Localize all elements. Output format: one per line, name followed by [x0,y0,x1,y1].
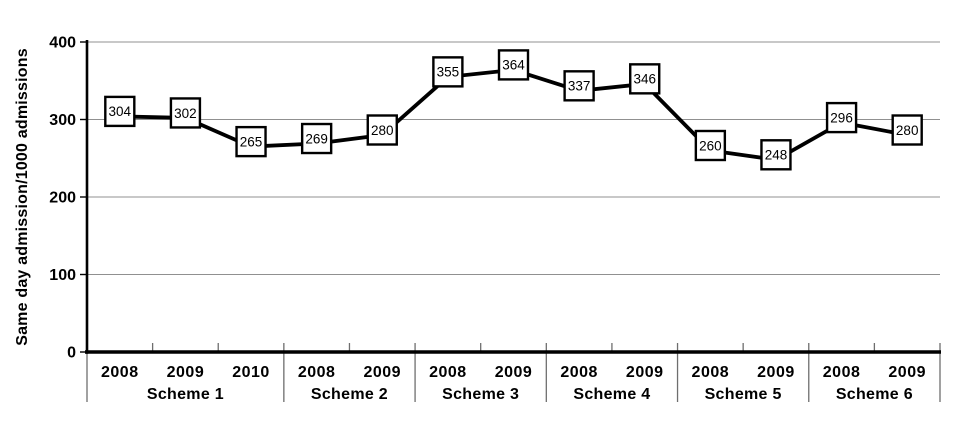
data-point-label: 355 [437,65,460,80]
x-scheme-label: Scheme 1 [147,386,224,403]
x-scheme-label: Scheme 5 [705,386,782,403]
x-year-label: 2008 [692,364,730,381]
x-year-label: 2008 [560,364,598,381]
data-point-marker [694,129,727,162]
x-year-label: 2010 [232,364,270,381]
data-point-marker [497,49,530,81]
data-point-label: 280 [371,123,394,138]
data-point-marker [629,63,661,95]
x-year-label: 2008 [298,364,336,381]
data-point-marker [825,101,858,134]
x-year-label: 2009 [363,364,401,381]
x-scheme-label: Scheme 3 [442,386,519,403]
data-point-label: 248 [765,148,788,163]
x-year-label: 2009 [757,364,795,381]
data-point-marker [235,125,267,158]
x-year-label: 2009 [888,364,926,381]
data-point-label: 296 [830,110,853,125]
x-year-label: 2009 [167,364,205,381]
data-point-marker [366,114,398,146]
data-point-label: 304 [109,104,132,119]
data-point-marker [300,122,333,155]
x-year-label: 2009 [495,364,533,381]
data-point-marker [169,97,202,129]
y-axis-title: Same day admission/1000 admissions [14,48,31,346]
data-point-label: 337 [568,79,591,94]
x-year-label: 2009 [626,364,664,381]
data-point-marker [432,56,464,88]
y-tick-label: 300 [49,112,76,129]
data-point-marker [891,114,923,146]
x-year-label: 2008 [101,364,139,381]
x-scheme-label: Scheme 2 [311,386,388,403]
y-tick-label: 200 [49,190,76,207]
y-tick-label: 400 [49,35,76,52]
data-point-marker [104,95,136,128]
data-point-marker [760,139,792,171]
x-year-label: 2008 [429,364,467,381]
data-point-label: 346 [633,72,656,87]
data-point-label: 364 [502,58,525,73]
data-point-label: 269 [305,131,328,146]
x-scheme-label: Scheme 4 [573,386,650,403]
data-point-label: 265 [240,134,263,149]
data-point-label: 302 [174,106,197,121]
data-point-label: 260 [699,138,722,153]
y-tick-label: 0 [67,345,76,362]
axes-layer [80,40,941,354]
data-series-layer: 304 302 265 269 280 355 364 337 346 260 248 296 280 [104,49,923,171]
x-scheme-label: Scheme 6 [836,386,913,403]
data-point-label: 280 [896,123,919,138]
axis-labels-layer: 0 100 200 300 400 2008 2009 2010 2008 2009 2008 200… [49,35,926,404]
gridlines-layer [87,41,940,275]
y-tick-label: 100 [49,267,76,284]
data-point-marker [563,70,595,102]
x-year-label: 2008 [823,364,861,381]
